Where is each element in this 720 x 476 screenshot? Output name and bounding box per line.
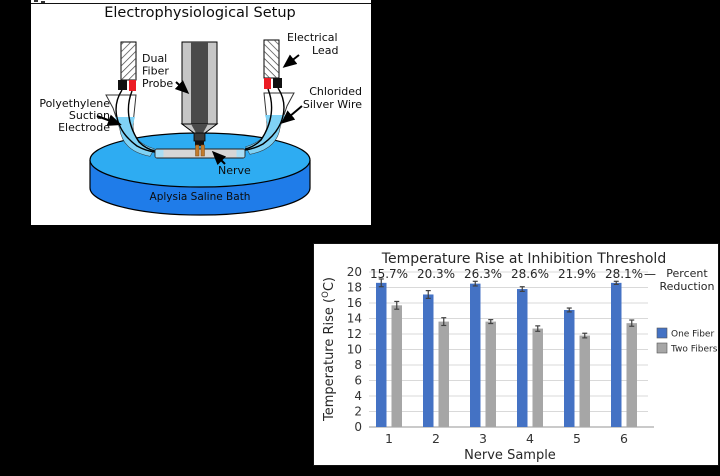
bar-chart: Temperature Rise at Inhibition Threshold… xyxy=(321,251,718,463)
percent-reduction-label: 28.1% xyxy=(605,267,643,281)
y-tick-label: 4 xyxy=(354,389,362,403)
suction-electrode-label: Electrode xyxy=(58,121,110,134)
nerve-end-in-tube xyxy=(155,149,164,158)
nerve-arrow xyxy=(211,150,227,166)
probe-arrow xyxy=(174,80,190,95)
electrical-lead-label: Lead xyxy=(312,44,338,57)
black-connector xyxy=(118,80,127,90)
plot-area: 02468101214161820115.7%220.3%326.3%428.6… xyxy=(347,265,654,446)
silver-wire-arrow xyxy=(280,105,303,124)
left-electrode-assembly xyxy=(105,41,156,157)
bath-label: Aplysia Saline Bath xyxy=(150,191,251,203)
dual-fiber-probe-label: Fiber xyxy=(142,65,169,78)
probe-tip xyxy=(193,132,206,142)
legend-swatch-one-fiber xyxy=(656,327,668,339)
electrical-lead-arrow xyxy=(282,54,300,68)
percent-reduction-label: 21.9% xyxy=(558,267,596,281)
x-tick-label: 1 xyxy=(385,431,393,446)
bar-one-fiber xyxy=(470,283,481,427)
y-tick-label: 8 xyxy=(354,358,362,372)
bar-one-fiber xyxy=(423,294,434,427)
x-tick-label: 6 xyxy=(620,431,628,446)
y-tick-label: 0 xyxy=(354,420,362,434)
nerve-rod xyxy=(154,148,246,159)
bar-two-fibers xyxy=(532,328,543,427)
chart-panel: Temperature Rise at Inhibition Threshold… xyxy=(313,243,719,466)
black-connector xyxy=(273,78,282,88)
electrical-lead-label: Electrical xyxy=(287,31,338,44)
silver-wire-label: Chlorided xyxy=(309,85,362,98)
y-tick-label: 6 xyxy=(354,374,362,388)
y-axis-title-text: C) xyxy=(322,277,337,291)
legend: One Fiber Two Fibers xyxy=(656,327,718,355)
y-tick-label: 10 xyxy=(347,343,362,357)
silver-wire xyxy=(244,87,285,151)
bar-two-fibers xyxy=(438,321,449,427)
y-tick-label: 2 xyxy=(354,405,362,419)
probe-taper-core xyxy=(191,124,208,133)
nerve-end-in-tube xyxy=(236,149,245,158)
dual-fiber-probe-label: Dual xyxy=(142,52,167,65)
electrical-lead-hatching xyxy=(264,40,279,78)
red-connector xyxy=(264,78,271,89)
suction-electrode-label: Polyethylene xyxy=(39,97,110,110)
x-axis-title: Nerve Sample xyxy=(464,448,556,463)
percent-reduction-label: 28.6% xyxy=(511,267,549,281)
suction-electrode-label: Suction xyxy=(69,109,110,122)
red-connector xyxy=(129,80,136,91)
bar-two-fibers xyxy=(391,305,402,427)
x-tick-label: 4 xyxy=(526,431,534,446)
cropped-label-fragment xyxy=(34,0,38,2)
silver-wire xyxy=(115,89,156,153)
setup-diagram: Electrophysiological Setup xyxy=(31,0,371,216)
x-tick-label: 5 xyxy=(573,431,581,446)
y-tick-label: 18 xyxy=(347,281,362,295)
silver-wire xyxy=(127,90,156,152)
bar-two-fibers xyxy=(626,323,637,427)
y-tick-label: 20 xyxy=(347,265,362,279)
bar-one-fiber xyxy=(376,282,387,427)
silver-wire xyxy=(244,88,273,150)
optical-fiber xyxy=(200,144,205,157)
setup-diagram-panel: Electrophysiological Setup xyxy=(31,0,371,225)
electrical-lead-hatching xyxy=(121,42,136,80)
y-tick-label: 14 xyxy=(347,312,362,326)
y-axis-title-text: Temperature Rise ( xyxy=(322,298,337,422)
x-tick-label: 3 xyxy=(479,431,487,446)
bar-one-fiber xyxy=(611,282,622,427)
chart-title: Temperature Rise at Inhibition Threshold xyxy=(381,251,666,267)
dual-fiber-probe-label: Probe xyxy=(142,77,173,90)
percent-reduction-title: Reduction xyxy=(660,280,715,293)
right-electrode-assembly xyxy=(244,39,295,155)
percent-reduction-label: 20.3% xyxy=(417,267,455,281)
y-tick-label: 16 xyxy=(347,296,362,310)
x-tick-label: 2 xyxy=(432,431,440,446)
suction-electrode-arrow xyxy=(96,114,122,126)
diagram-title: Electrophysiological Setup xyxy=(104,5,296,21)
probe-body-core xyxy=(191,42,208,124)
silver-wire-label: Silver Wire xyxy=(303,98,362,111)
percent-reduction-label: 15.7% xyxy=(370,267,408,281)
probe-tip-ferrule xyxy=(195,141,204,146)
legend-label-one-fiber: One Fiber xyxy=(671,330,714,340)
percent-reduction-title: Percent xyxy=(666,267,708,280)
nerve-label: Nerve xyxy=(218,164,251,177)
bar-one-fiber xyxy=(517,289,528,427)
y-axis-title: Temperature Rise (OC) xyxy=(321,277,337,422)
bar-two-fibers xyxy=(485,321,496,427)
bar-two-fibers xyxy=(579,335,590,427)
bar-one-fiber xyxy=(564,309,575,427)
percent-reduction-dash: — xyxy=(644,267,656,281)
cropped-label-fragment xyxy=(41,1,45,3)
optical-fiber xyxy=(195,144,200,157)
legend-label-two-fibers: Two Fibers xyxy=(670,345,718,355)
legend-swatch-two-fibers xyxy=(656,342,668,354)
percent-reduction-label: 26.3% xyxy=(464,267,502,281)
y-tick-label: 12 xyxy=(347,327,362,341)
degree-superscript: O xyxy=(321,291,331,298)
